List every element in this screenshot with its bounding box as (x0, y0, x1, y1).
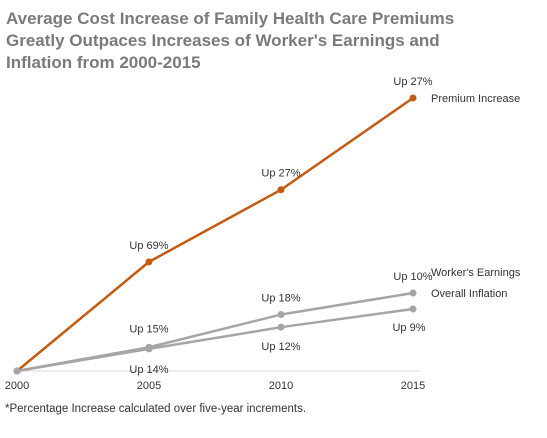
chart-title: Average Cost Increase of Family Health C… (6, 8, 526, 74)
inflation-point (277, 323, 285, 331)
premium-point-label: Up 69% (129, 240, 168, 252)
x-tick-label: 2015 (401, 380, 425, 392)
premium-line (16, 96, 414, 372)
inflation-point-label: Up 14% (129, 364, 168, 376)
inflation-series-label: Overall Inflation (431, 288, 507, 300)
title-line-2: Greatly Outpaces Increases of Worker's E… (6, 31, 440, 50)
premium-point (145, 258, 153, 266)
inflation-point-label: Up 12% (261, 341, 300, 353)
earnings-line (16, 291, 414, 373)
x-tick-label: 2010 (269, 380, 293, 392)
x-tick-label: 2000 (5, 380, 29, 392)
inflation-line (16, 307, 414, 373)
earnings-point-label: Up 15% (129, 323, 168, 335)
inflation-point (13, 367, 21, 375)
earnings-point (277, 311, 285, 319)
premium-point (409, 94, 417, 102)
footnote: *Percentage Increase calculated over fiv… (5, 403, 307, 415)
premium-point-label: Up 27% (261, 168, 300, 180)
premium-series-label: Premium Increase (431, 93, 520, 105)
inflation-point (145, 345, 153, 353)
earnings-point-label: Up 10% (393, 271, 432, 283)
inflation-point (409, 305, 417, 313)
inflation-point-label: Up 9% (392, 322, 425, 334)
earnings-series-label: Worker's Earnings (431, 267, 521, 279)
x-tick-label: 2005 (137, 380, 161, 392)
premium-point-label: Up 27% (393, 76, 432, 88)
earnings-point-label: Up 18% (261, 293, 300, 305)
title-line-1: Average Cost Increase of Family Health C… (6, 9, 455, 28)
premium-point (277, 186, 285, 194)
title-line-3: Inflation from 2000-2015 (6, 53, 201, 72)
earnings-point (409, 289, 417, 297)
